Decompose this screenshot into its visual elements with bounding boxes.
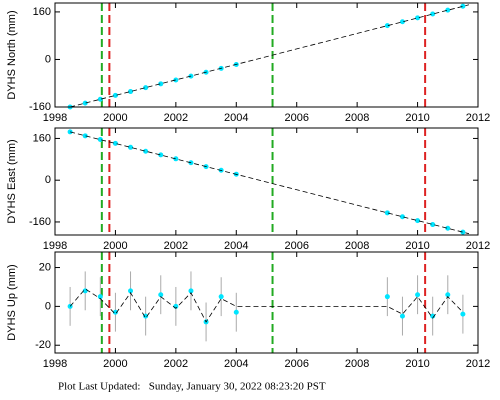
model-line (69, 288, 464, 323)
x-tick-label: 2000 (103, 112, 127, 124)
data-point (384, 23, 390, 29)
x-tick-label: 2000 (103, 358, 127, 370)
model-line (70, 4, 470, 108)
x-tick-label: 2012 (466, 112, 490, 124)
data-point (415, 15, 421, 21)
data-point (128, 89, 134, 95)
x-tick-label: 1998 (43, 112, 67, 124)
y-tick-label: -160 (29, 216, 51, 228)
x-tick-label: 2006 (284, 112, 308, 124)
plot-frame (54, 251, 479, 354)
data-point (82, 133, 88, 139)
data-point (112, 140, 118, 146)
data-point (460, 3, 466, 9)
y-axis-label: DYHS East (mm) (6, 139, 18, 223)
data-point (173, 156, 179, 162)
x-tick-label: 2012 (466, 358, 490, 370)
x-tick-label: 2000 (103, 240, 127, 252)
x-tick-label: 2004 (224, 358, 248, 370)
data-point (445, 225, 451, 231)
data-point (460, 229, 466, 235)
data-point (445, 7, 451, 13)
x-tick-label: 2002 (164, 358, 188, 370)
x-tick-label: 2012 (466, 240, 490, 252)
data-point (399, 214, 405, 220)
y-tick-label: 20 (39, 261, 51, 273)
data-point (233, 309, 239, 315)
y-tick-label: 160 (33, 6, 51, 18)
y-tick-label: 0 (45, 174, 51, 186)
x-tick-label: 2004 (224, 240, 248, 252)
y-axis-label: DYHS North (mm) (6, 10, 18, 99)
data-point (430, 11, 436, 17)
data-point (384, 210, 390, 216)
data-point (112, 309, 118, 315)
x-tick-label: 2010 (405, 112, 429, 124)
x-tick-label: 1998 (43, 240, 67, 252)
data-point (399, 19, 405, 25)
y-tick-label: -160 (29, 101, 51, 113)
data-point (112, 92, 118, 98)
data-point (430, 222, 436, 228)
x-tick-label: 2008 (345, 112, 369, 124)
y-axis-label: DYHS Up (mm) (6, 264, 18, 340)
x-tick-label: 2008 (345, 240, 369, 252)
x-tick-label: 2010 (405, 240, 429, 252)
x-tick-label: 2006 (284, 240, 308, 252)
data-point (384, 294, 390, 300)
data-point (415, 218, 421, 224)
model-line (70, 131, 470, 235)
x-tick-label: 2006 (284, 358, 308, 370)
data-point (143, 148, 149, 154)
data-point (158, 152, 164, 158)
data-point (188, 288, 194, 294)
y-tick-label: 160 (33, 132, 51, 144)
data-point (430, 313, 436, 319)
data-point (158, 292, 164, 298)
y-tick-label: -20 (35, 339, 51, 351)
data-point (97, 136, 103, 142)
x-tick-label: 2004 (224, 112, 248, 124)
footer: Plot Last Updated: Sunday, January 30, 2… (58, 381, 326, 393)
data-point (173, 77, 179, 83)
data-point (82, 100, 88, 106)
data-point (415, 292, 421, 298)
x-tick-label: 2002 (164, 240, 188, 252)
data-point (97, 96, 103, 102)
y-tick-label: 0 (45, 300, 51, 312)
x-tick-label: 2002 (164, 112, 188, 124)
data-point (399, 313, 405, 319)
y-tick-label: 0 (45, 53, 51, 65)
data-point (128, 144, 134, 150)
x-tick-label: 2010 (405, 358, 429, 370)
x-tick-label: 2008 (345, 358, 369, 370)
data-point (143, 313, 149, 319)
plot-frame (54, 127, 479, 236)
data-point (445, 292, 451, 298)
x-tick-label: 1998 (43, 358, 67, 370)
data-point (460, 311, 466, 317)
data-point (128, 288, 134, 294)
data-point (158, 81, 164, 87)
data-point (143, 85, 149, 91)
data-point (97, 294, 103, 300)
data-point (218, 294, 224, 300)
plot-frame (54, 2, 479, 108)
